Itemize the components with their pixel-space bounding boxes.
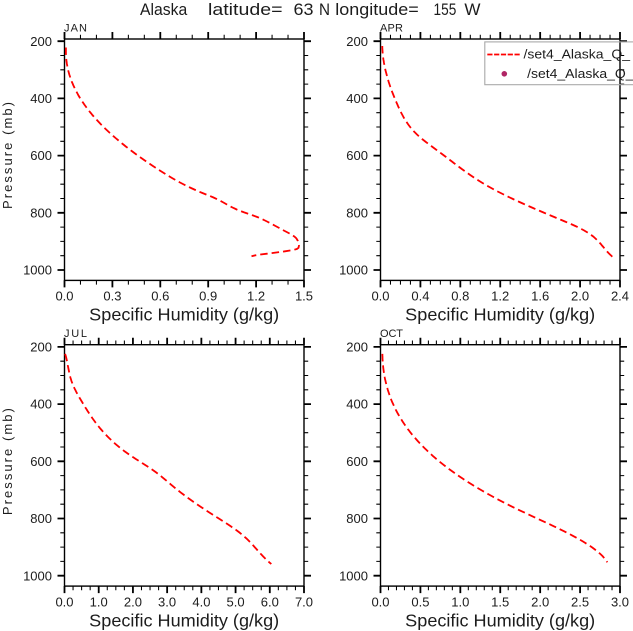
svg-text:3.0: 3.0 (158, 594, 176, 609)
svg-text:1000: 1000 (23, 568, 52, 583)
svg-text:Specific Humidity (g/kg): Specific Humidity (g/kg) (405, 305, 595, 325)
svg-text:1.2: 1.2 (247, 289, 265, 304)
svg-text:2.4: 2.4 (611, 289, 629, 304)
svg-text:400: 400 (346, 91, 368, 106)
svg-text:5.0: 5.0 (227, 594, 245, 609)
svg-text:800: 800 (346, 511, 368, 526)
svg-text:1.5: 1.5 (491, 594, 509, 609)
svg-text:1000: 1000 (339, 263, 368, 278)
svg-text:Specific Humidity (g/kg): Specific Humidity (g/kg) (89, 305, 279, 325)
svg-text:1.0: 1.0 (90, 594, 108, 609)
svg-text:400: 400 (30, 397, 52, 412)
svg-text:7.0: 7.0 (295, 594, 313, 609)
svg-text:OCT: OCT (380, 328, 403, 340)
svg-text:0.3: 0.3 (103, 289, 121, 304)
svg-text:400: 400 (30, 91, 52, 106)
svg-text:800: 800 (346, 205, 368, 220)
svg-text:1000: 1000 (23, 263, 52, 278)
svg-text:2.0: 2.0 (571, 289, 589, 304)
svg-text:Pressure (mb): Pressure (mb) (0, 102, 15, 209)
svg-text:800: 800 (30, 511, 52, 526)
svg-text:JUL: JUL (64, 328, 87, 340)
svg-text:4.0: 4.0 (192, 594, 210, 609)
svg-text:0.0: 0.0 (371, 289, 389, 304)
svg-text:2.5: 2.5 (571, 594, 589, 609)
svg-text:800: 800 (30, 205, 52, 220)
svg-text:2.0: 2.0 (124, 594, 142, 609)
svg-text:0.9: 0.9 (199, 289, 217, 304)
svg-text:/set4_Alaska_Q_: /set4_Alaska_Q_ (524, 48, 632, 62)
svg-text:1.5: 1.5 (295, 289, 313, 304)
svg-text:200: 200 (30, 340, 52, 355)
svg-text:3.0: 3.0 (611, 594, 629, 609)
svg-text:600: 600 (346, 148, 368, 163)
svg-text:200: 200 (346, 34, 368, 49)
svg-text:1.2: 1.2 (491, 289, 509, 304)
svg-text:400: 400 (346, 397, 368, 412)
svg-text:Pressure (mb): Pressure (mb) (0, 408, 15, 515)
svg-text:1.0: 1.0 (451, 594, 469, 609)
svg-text:1.6: 1.6 (531, 289, 549, 304)
svg-text:1000: 1000 (339, 568, 368, 583)
svg-text:6.0: 6.0 (261, 594, 279, 609)
svg-text:200: 200 (346, 340, 368, 355)
svg-text:0.5: 0.5 (411, 594, 429, 609)
svg-text:APR: APR (380, 22, 403, 34)
svg-text:Specific Humidity (g/kg): Specific Humidity (g/kg) (89, 610, 279, 630)
svg-text:600: 600 (30, 454, 52, 469)
svg-text:0.0: 0.0 (55, 289, 73, 304)
svg-text:600: 600 (30, 148, 52, 163)
svg-text:0.4: 0.4 (411, 289, 429, 304)
svg-text:200: 200 (30, 34, 52, 49)
svg-text:0.0: 0.0 (371, 594, 389, 609)
svg-text:JAN: JAN (64, 22, 87, 34)
svg-text:0.0: 0.0 (55, 594, 73, 609)
svg-text:2.0: 2.0 (531, 594, 549, 609)
svg-text:0.6: 0.6 (151, 289, 169, 304)
svg-text:Specific Humidity (g/kg): Specific Humidity (g/kg) (405, 610, 595, 630)
svg-text:600: 600 (346, 454, 368, 469)
svg-text:0.8: 0.8 (451, 289, 469, 304)
svg-text:/set4_Alaska_Q_: /set4_Alaska_Q_ (527, 67, 633, 81)
